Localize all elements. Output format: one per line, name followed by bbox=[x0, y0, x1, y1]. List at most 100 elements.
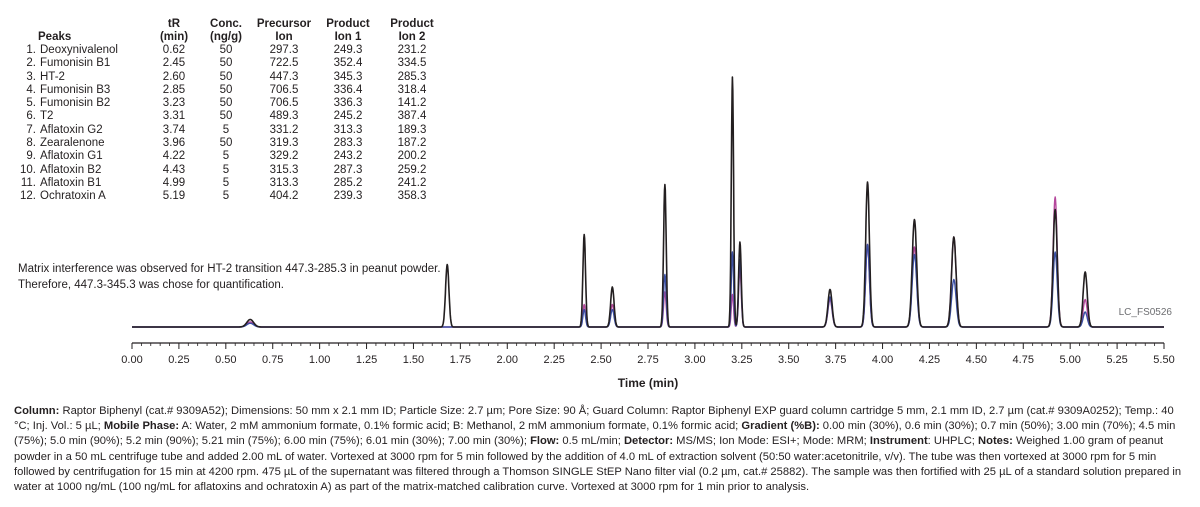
trace-blue bbox=[131, 243, 1165, 328]
condition-text: 0.5 mL/min; bbox=[559, 435, 624, 448]
condition-text: Raptor Biphenyl (cat.# 9309A52); Dimensi… bbox=[14, 405, 1174, 433]
product-ion-1-cell: 336.3 bbox=[333, 97, 363, 110]
peak-row: 10. Aflatoxin B2 4.43 5 315.3 287.3 259.2 bbox=[16, 164, 444, 177]
peak-name-cell: 2. Fumonisin B1 bbox=[16, 57, 148, 70]
condition-label: Mobile Phase: bbox=[103, 420, 180, 433]
product-ion-2-cell: 231.2 bbox=[397, 44, 427, 56]
header-prec-line1: Precursor bbox=[256, 18, 312, 30]
product-ion-2-cell: 334.5 bbox=[397, 57, 427, 70]
peak-name-cell: 5. Fumonisin B2 bbox=[16, 97, 148, 110]
concentration-cell: 50 bbox=[219, 57, 233, 70]
x-tick-label: 0.75 bbox=[262, 354, 283, 366]
condition-text: Weighed 1.00 gram of peanut powder in a … bbox=[14, 435, 1182, 494]
peak-row: 3. HT-2 2.60 50 447.3 345.3 285.3 bbox=[16, 71, 444, 84]
peak-name-cell: 8. Zearalenone bbox=[16, 137, 148, 150]
x-tick-label: 1.25 bbox=[356, 354, 377, 366]
peak-name-cell: 3. HT-2 bbox=[16, 71, 148, 84]
header-concentration: Conc. (ng/g) bbox=[200, 18, 252, 44]
condition-text: 0.00 min (30%), 0.6 min (30%); 0.7 min (… bbox=[14, 420, 1176, 448]
peak-name-cell: 12. Ochratoxin A bbox=[16, 190, 148, 203]
peak-row: 2. Fumonisin B1 2.45 50 722.5 352.4 334.5 bbox=[16, 57, 444, 70]
retention-time-cell: 3.74 bbox=[162, 123, 186, 136]
x-tick-label: 2.00 bbox=[497, 354, 518, 366]
x-tick-label: 5.25 bbox=[1106, 354, 1127, 366]
retention-time-cell: 2.60 bbox=[162, 70, 186, 83]
peak-row: 4. Fumonisin B3 2.85 50 706.5 336.4 318.4 bbox=[16, 84, 444, 97]
matrix-interference-note: Matrix interference was observed for HT-… bbox=[18, 263, 441, 291]
peak-number: 9. bbox=[26, 150, 36, 163]
peak-number: 10. bbox=[20, 163, 36, 176]
concentration-cell: 5 bbox=[222, 123, 230, 136]
product-ion-2-cell: 318.4 bbox=[397, 83, 427, 96]
product-ion-1-cell: 313.3 bbox=[333, 123, 363, 136]
peak-row: 9. Aflatoxin G1 4.22 5 329.2 243.2 200.2 bbox=[16, 150, 444, 163]
peak-name: Fumonisin B2 bbox=[40, 97, 111, 110]
header-rt-line2: (min) bbox=[159, 31, 189, 43]
chromatogram-traces bbox=[131, 76, 1165, 328]
header-p2-line1: Product bbox=[390, 18, 434, 30]
peak-table: Peaks tR (min) Conc. (ng/g) Precursor Ion P… bbox=[16, 18, 444, 204]
condition-label: Column: bbox=[14, 405, 60, 417]
product-ion-1-cell: 352.4 bbox=[333, 57, 363, 70]
x-tick-label: 1.50 bbox=[403, 354, 424, 366]
peak-table-header-row: Peaks tR (min) Conc. (ng/g) Precursor Ion P… bbox=[16, 18, 444, 44]
product-ion-1-cell: 283.3 bbox=[333, 137, 363, 150]
concentration-cell: 5 bbox=[222, 176, 230, 189]
peak-name: Aflatoxin B1 bbox=[40, 176, 102, 189]
retention-time-cell: 2.45 bbox=[162, 57, 186, 70]
instrument-conditions: Column: Raptor Biphenyl (cat.# 9309A52);… bbox=[14, 404, 1189, 495]
x-tick-label: 2.50 bbox=[590, 354, 611, 366]
condition-label: Notes: bbox=[978, 435, 1013, 448]
peak-name: Aflatoxin G2 bbox=[40, 123, 103, 136]
peak-name: Deoxynivalenol bbox=[40, 44, 118, 56]
product-ion-1-cell: 287.3 bbox=[333, 163, 363, 176]
peak-name-cell: 1. Deoxynivalenol bbox=[16, 44, 148, 57]
precursor-ion-cell: 313.3 bbox=[269, 176, 299, 189]
peak-row: 7. Aflatoxin G2 3.74 5 331.2 313.3 189.3 bbox=[16, 124, 444, 137]
peak-name: Aflatoxin G1 bbox=[40, 150, 103, 163]
header-rt-line1: tR bbox=[167, 18, 181, 30]
header-precursor-ion: Precursor Ion bbox=[252, 18, 316, 44]
product-ion-1-cell: 336.4 bbox=[333, 83, 363, 96]
product-ion-2-cell: 259.2 bbox=[397, 163, 427, 176]
precursor-ion-cell: 404.2 bbox=[269, 190, 299, 203]
peak-number: 8. bbox=[26, 137, 36, 150]
concentration-cell: 50 bbox=[219, 137, 233, 150]
condition-text: MS/MS; Ion Mode: ESI+; Mode: MRM; bbox=[673, 435, 870, 448]
x-tick-label: 3.50 bbox=[778, 354, 799, 366]
concentration-cell: 50 bbox=[219, 110, 233, 123]
header-prec-line2: Ion bbox=[275, 31, 293, 43]
chromatogram-plot: 0.00 0.25 0.50 0.75 1.00 1.25 1.50 1.75 2.00 2.25… bbox=[121, 76, 1175, 390]
x-tick-label: 0.00 bbox=[121, 354, 142, 366]
x-tick-label: 5.00 bbox=[1059, 354, 1080, 366]
x-tick-label: 0.50 bbox=[215, 354, 236, 366]
header-conc-line2: (ng/g) bbox=[210, 31, 242, 43]
header-p2-line2: Ion 2 bbox=[398, 31, 426, 43]
precursor-ion-cell: 329.2 bbox=[269, 150, 299, 163]
header-p1-line2: Ion 1 bbox=[334, 31, 362, 43]
concentration-cell: 50 bbox=[219, 70, 233, 83]
x-axis-title: Time (min) bbox=[618, 376, 678, 390]
peak-table-body: 1. Deoxynivalenol 0.62 50 297.3 249.3 231.2 2. F… bbox=[16, 44, 444, 204]
concentration-cell: 50 bbox=[219, 97, 233, 110]
retention-time-cell: 4.22 bbox=[162, 150, 186, 163]
header-product-ion-1: Product Ion 1 bbox=[316, 18, 380, 44]
product-ion-1-cell: 243.2 bbox=[333, 150, 363, 163]
product-ion-1-cell: 239.3 bbox=[333, 190, 363, 203]
x-tick-label: 1.00 bbox=[309, 354, 330, 366]
x-tick-label: 5.50 bbox=[1153, 354, 1174, 366]
precursor-ion-cell: 722.5 bbox=[269, 57, 299, 70]
peak-name: Ochratoxin A bbox=[40, 190, 106, 203]
x-tick-label: 1.75 bbox=[450, 354, 471, 366]
condition-label: Instrument bbox=[869, 435, 928, 448]
retention-time-cell: 3.23 bbox=[162, 97, 186, 110]
product-ion-2-cell: 241.2 bbox=[397, 176, 427, 189]
peak-name-cell: 10. Aflatoxin B2 bbox=[16, 164, 148, 177]
product-ion-2-cell: 141.2 bbox=[397, 97, 427, 110]
peak-name-cell: 4. Fumonisin B3 bbox=[16, 84, 148, 97]
peak-name-cell: 7. Aflatoxin G2 bbox=[16, 124, 148, 137]
x-tick-label: 3.25 bbox=[731, 354, 752, 366]
retention-time-cell: 3.96 bbox=[162, 137, 186, 150]
product-ion-1-cell: 245.2 bbox=[333, 110, 363, 123]
retention-time-cell: 2.85 bbox=[162, 83, 186, 96]
